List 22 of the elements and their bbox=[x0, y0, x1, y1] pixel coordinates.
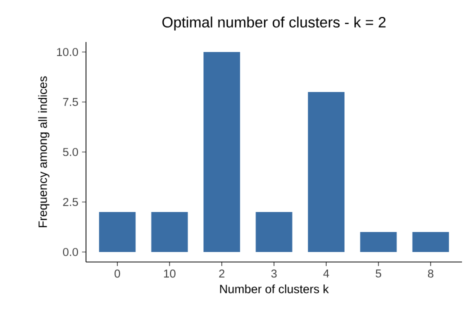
bar bbox=[99, 212, 136, 252]
x-tick-label: 4 bbox=[323, 270, 330, 278]
y-tick-label: 7.5 bbox=[63, 98, 78, 106]
x-tick-label: 2 bbox=[219, 270, 224, 278]
bar bbox=[412, 232, 449, 252]
bar bbox=[360, 232, 397, 252]
x-tick-label: 8 bbox=[428, 270, 434, 278]
chart-title: Optimal number of clusters - k = 2 bbox=[162, 16, 386, 30]
x-axis-title: Number of clusters k bbox=[220, 284, 329, 294]
y-tick-label: 2.5 bbox=[63, 198, 78, 206]
bar bbox=[204, 52, 240, 252]
bar bbox=[151, 212, 188, 252]
y-tick-label: 10.0 bbox=[57, 48, 78, 56]
y-tick-label: 0.0 bbox=[63, 248, 78, 256]
y-tick-label: 5.0 bbox=[63, 148, 78, 156]
y-axis-title: Frequency among all indices bbox=[38, 76, 50, 228]
x-tick-label: 3 bbox=[271, 270, 277, 278]
bar bbox=[308, 92, 344, 252]
x-tick-label: 0 bbox=[114, 270, 120, 278]
bar bbox=[256, 212, 292, 252]
x-tick-label: 10 bbox=[164, 270, 176, 278]
x-tick-label: 5 bbox=[376, 270, 382, 278]
